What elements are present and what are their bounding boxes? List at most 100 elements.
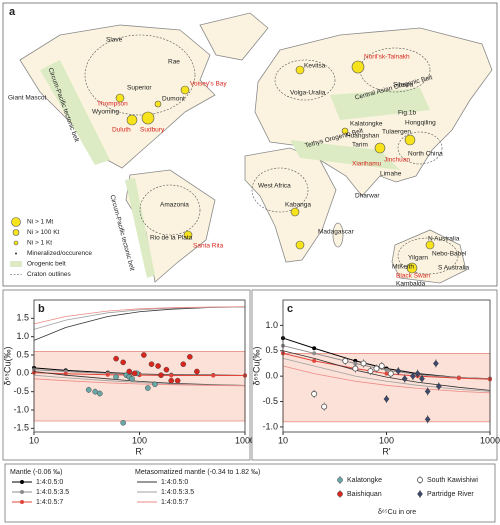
map-label: Siberia	[393, 82, 414, 89]
sample-point	[321, 403, 328, 410]
model-point	[211, 373, 216, 378]
x-tick-label: 10	[29, 435, 39, 445]
legend-title: Metasomatized mantle (-0.34 to 1.82 ‰)	[135, 469, 260, 476]
map-label: Kalatongke	[350, 121, 383, 128]
legend-box	[4, 463, 496, 523]
model-point	[169, 373, 174, 378]
map-label: Duluth	[112, 127, 131, 134]
map-label: Voisey's Bay	[190, 81, 227, 88]
map-label: Rae	[168, 59, 180, 66]
sample-point	[120, 420, 126, 426]
model-point	[353, 361, 358, 366]
legend-label: Craton outlines	[27, 271, 71, 278]
sample-point	[126, 368, 133, 375]
map-label: Noril'sk-Talnakh	[364, 54, 410, 61]
shaded-range	[33, 351, 246, 422]
legend-symbol	[13, 240, 19, 246]
x-tick-label: 1000	[235, 435, 255, 445]
sample-point	[395, 367, 402, 375]
legend-dot	[20, 500, 24, 504]
legend-label: Ni > 1 Kt	[27, 240, 52, 247]
map-label: Sudbury	[140, 127, 165, 134]
legend-label: 1:4:0.5:3.5	[36, 489, 69, 496]
sample-point	[148, 361, 155, 367]
legend-symbol	[10, 261, 22, 267]
legend-label: 1:4:0.5:0	[36, 479, 63, 486]
model-point	[456, 376, 461, 381]
map-label: Tulaergen	[382, 129, 411, 136]
legend-dot	[20, 490, 24, 494]
sample-point	[120, 359, 126, 366]
greenland	[199, 12, 269, 61]
sample-point	[401, 375, 408, 383]
y-tick-label: 0.0	[265, 371, 278, 381]
legend-symbol	[15, 252, 17, 255]
map-label: Huangshan	[346, 133, 380, 140]
legend-label: Ni > 100 Kt	[27, 229, 60, 236]
model-curve	[282, 357, 491, 392]
y-tick-label: -0.5	[262, 396, 278, 406]
model-point	[105, 372, 110, 377]
y-axis-label: δ⁶⁵Cu(‰)	[2, 347, 12, 386]
sample-point	[378, 362, 385, 369]
map-label: Jinchuan	[384, 157, 410, 164]
map-label: Dumont	[162, 96, 185, 103]
map-label: Superior	[127, 85, 152, 92]
y-tick-label: 1.0	[16, 331, 29, 341]
sample-point	[387, 370, 394, 377]
sample-point	[163, 366, 170, 373]
orogenic-belt	[40, 60, 110, 165]
map-label: Yilgarn	[408, 255, 428, 262]
deposit	[406, 262, 418, 274]
legend-label: Kalatongke	[347, 477, 382, 484]
sample-point	[410, 372, 416, 380]
deposit	[154, 100, 162, 108]
sample-point	[417, 490, 423, 498]
map-label: S Australia	[438, 265, 469, 272]
sample-point	[145, 385, 151, 391]
y-tick-label: -1.5	[13, 423, 29, 433]
legend-label: 1:4:0.5:7	[36, 499, 63, 506]
deposit	[425, 240, 435, 250]
deposit	[351, 60, 365, 74]
deposit	[126, 114, 138, 126]
model-curve	[33, 306, 246, 325]
sample-point	[187, 354, 193, 360]
y-tick-label: -1.0	[13, 404, 29, 414]
map-label: Xiarihamu	[352, 161, 382, 168]
map-label: Dharwar	[355, 193, 380, 200]
map-label: Kambalda	[396, 281, 426, 288]
legend-dot	[20, 480, 24, 484]
sample-point	[180, 361, 187, 367]
sample-point	[152, 381, 158, 388]
sample-point	[194, 368, 200, 375]
madagascar	[332, 222, 344, 248]
y-tick-label: 1.5	[16, 313, 29, 323]
map-label: Fig.1b	[398, 110, 416, 117]
sample-point	[419, 375, 425, 383]
legend-label: Ni > 1 Mt	[27, 219, 53, 226]
sample-point	[367, 368, 374, 375]
x-axis-label: R'	[382, 446, 390, 456]
y-axis-label: δ⁶⁵Cu(‰)	[251, 347, 261, 386]
craton-outline	[397, 131, 443, 165]
sample-point	[168, 377, 175, 384]
panel-label: c	[287, 303, 293, 315]
craton-outline	[251, 167, 309, 213]
plot-frame	[33, 299, 246, 433]
y-tick-label: 1.0	[265, 320, 278, 330]
sample-point	[424, 415, 431, 423]
sample-point	[113, 374, 119, 380]
deposit	[115, 93, 125, 103]
y-tick-label: -1.0	[262, 421, 278, 431]
model-curve	[33, 378, 246, 387]
model-point	[312, 351, 317, 356]
sample-point	[96, 390, 103, 397]
legend-symbol	[12, 229, 20, 236]
sample-point	[433, 359, 439, 367]
legend-title: Mantle (-0.06 ‰)	[10, 469, 63, 476]
model-point	[312, 346, 317, 351]
map-label: Kevitsa	[304, 63, 326, 70]
sample-point	[311, 390, 318, 397]
sample-point	[85, 387, 92, 393]
